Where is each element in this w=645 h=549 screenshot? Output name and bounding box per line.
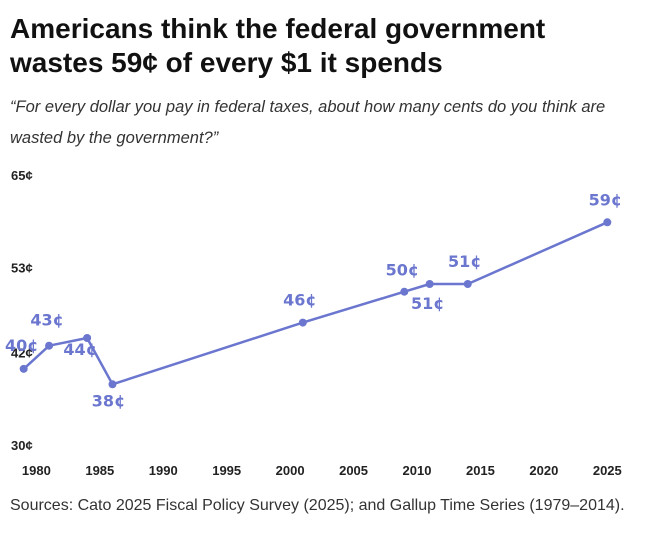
data-labels: 40¢ 43¢44¢ 38¢ 46¢ 50¢ 51¢ 51¢ 59¢	[5, 190, 622, 410]
x-tick-label: 2015	[466, 463, 495, 478]
data-point	[603, 218, 612, 227]
data-label: 50¢	[386, 261, 419, 280]
data-point	[400, 287, 409, 296]
x-tick-label: 1985	[85, 463, 114, 478]
data-label: 43¢	[30, 311, 63, 330]
x-axis: 1980 1985 1990 1995 2000 2005 2010 2015 2020 2025	[22, 463, 622, 478]
data-label: 51¢	[411, 294, 444, 313]
y-axis: 30¢ 42¢ 53¢ 65¢	[11, 168, 33, 453]
data-point	[108, 380, 117, 389]
source-note: Sources: Cato 2025 Fiscal Policy Survey …	[10, 497, 625, 514]
data-label: 44¢	[63, 340, 96, 359]
series-waste-per-dollar	[19, 218, 612, 389]
chart-subtitle: “For every dollar you pay in federal tax…	[10, 98, 606, 147]
data-point	[19, 364, 28, 373]
data-point	[83, 334, 92, 342]
data-point	[425, 280, 434, 288]
x-tick-label: 1990	[149, 463, 178, 478]
data-label: 46¢	[283, 291, 316, 310]
chart-title: Americans think the federal government w…	[10, 13, 546, 78]
y-tick-label: 53¢	[11, 261, 33, 276]
x-tick-label: 2020	[529, 463, 558, 478]
data-label: 59¢	[589, 190, 622, 209]
x-tick-label: 2005	[339, 463, 368, 478]
line-chart: 30¢ 42¢ 53¢ 65¢ 1980 1985 1990 1995 2000 2005 201…	[5, 168, 622, 478]
x-tick-label: 1980	[22, 463, 51, 478]
y-tick-label: 42¢	[11, 345, 33, 360]
data-point	[45, 341, 54, 350]
data-label: 40¢	[5, 336, 38, 355]
data-point	[298, 318, 307, 327]
x-tick-label: 2000	[276, 463, 305, 478]
data-point	[463, 280, 472, 288]
data-label: 38¢	[92, 391, 125, 410]
y-tick-label: 65¢	[11, 168, 33, 183]
x-tick-label: 1995	[212, 463, 241, 478]
x-tick-label: 2010	[403, 463, 432, 478]
x-tick-label: 2025	[593, 463, 622, 478]
data-label: 51¢	[448, 252, 481, 271]
y-tick-label: 30¢	[11, 438, 33, 453]
